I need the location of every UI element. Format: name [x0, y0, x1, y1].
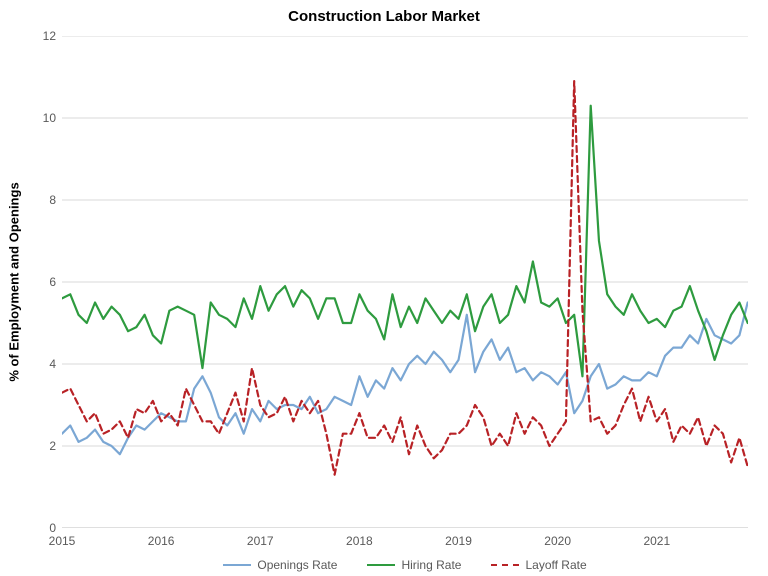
legend-label: Openings Rate [257, 558, 337, 572]
legend-item-layoff-rate: Layoff Rate [491, 558, 586, 572]
y-axis-title: % of Employment and Openings [7, 182, 22, 381]
y-tick-label: 0 [34, 521, 56, 535]
x-tick-label: 2019 [445, 534, 472, 548]
x-tick-label: 2015 [49, 534, 76, 548]
x-tick-label: 2020 [544, 534, 571, 548]
y-tick-label: 10 [34, 111, 56, 125]
legend: Openings Rate Hiring Rate Layoff Rate [62, 558, 748, 572]
series-hiring-rate [62, 106, 748, 377]
chart-title: Construction Labor Market [0, 8, 768, 25]
legend-swatch [223, 564, 251, 566]
x-tick-label: 2018 [346, 534, 373, 548]
y-tick-label: 8 [34, 193, 56, 207]
chart-container: Construction Labor Market % of Employmen… [0, 0, 768, 576]
y-tick-label: 4 [34, 357, 56, 371]
legend-label: Layoff Rate [525, 558, 586, 572]
x-tick-label: 2021 [643, 534, 670, 548]
legend-item-hiring-rate: Hiring Rate [367, 558, 461, 572]
legend-swatch [491, 564, 519, 566]
y-tick-label: 12 [34, 29, 56, 43]
y-tick-label: 6 [34, 275, 56, 289]
x-tick-label: 2016 [148, 534, 175, 548]
x-tick-label: 2017 [247, 534, 274, 548]
y-tick-label: 2 [34, 439, 56, 453]
legend-label: Hiring Rate [401, 558, 461, 572]
legend-item-openings-rate: Openings Rate [223, 558, 337, 572]
legend-swatch [367, 564, 395, 566]
plot-area [62, 36, 748, 528]
